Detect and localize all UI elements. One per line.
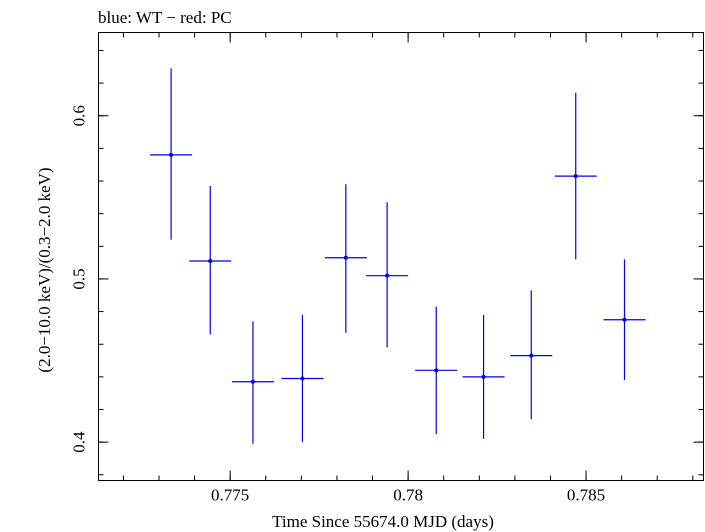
axis-ticks <box>98 32 704 481</box>
x-tick-label: 0.78 <box>393 486 423 505</box>
data-point <box>208 258 213 263</box>
chart-title: blue: WT − red: PC <box>98 8 232 27</box>
data-point <box>481 374 486 379</box>
x-tick-label: 0.775 <box>211 486 249 505</box>
data-point <box>573 174 578 179</box>
y-tick-label: 0.4 <box>70 431 89 453</box>
data-point <box>250 379 255 384</box>
plot-frame <box>98 32 704 481</box>
data-point <box>529 353 534 358</box>
data-point <box>169 152 174 157</box>
data-point <box>622 317 627 322</box>
data-point <box>300 376 305 381</box>
y-tick-label: 0.5 <box>70 268 89 289</box>
axis-tick-labels: 0.775 0.78 0.785 0.4 0.5 0.6 <box>70 105 606 504</box>
data-point <box>434 368 439 373</box>
data-point <box>385 273 390 278</box>
data-point <box>343 255 348 260</box>
data-series <box>150 68 646 444</box>
y-tick-label: 0.6 <box>70 105 89 126</box>
x-tick-label: 0.785 <box>567 486 605 505</box>
x-axis-label: Time Since 55674.0 MJD (days) <box>272 512 494 531</box>
y-axis-label: (2.0−10.0 keV)/(0.3−2.0 keV) <box>35 167 54 372</box>
